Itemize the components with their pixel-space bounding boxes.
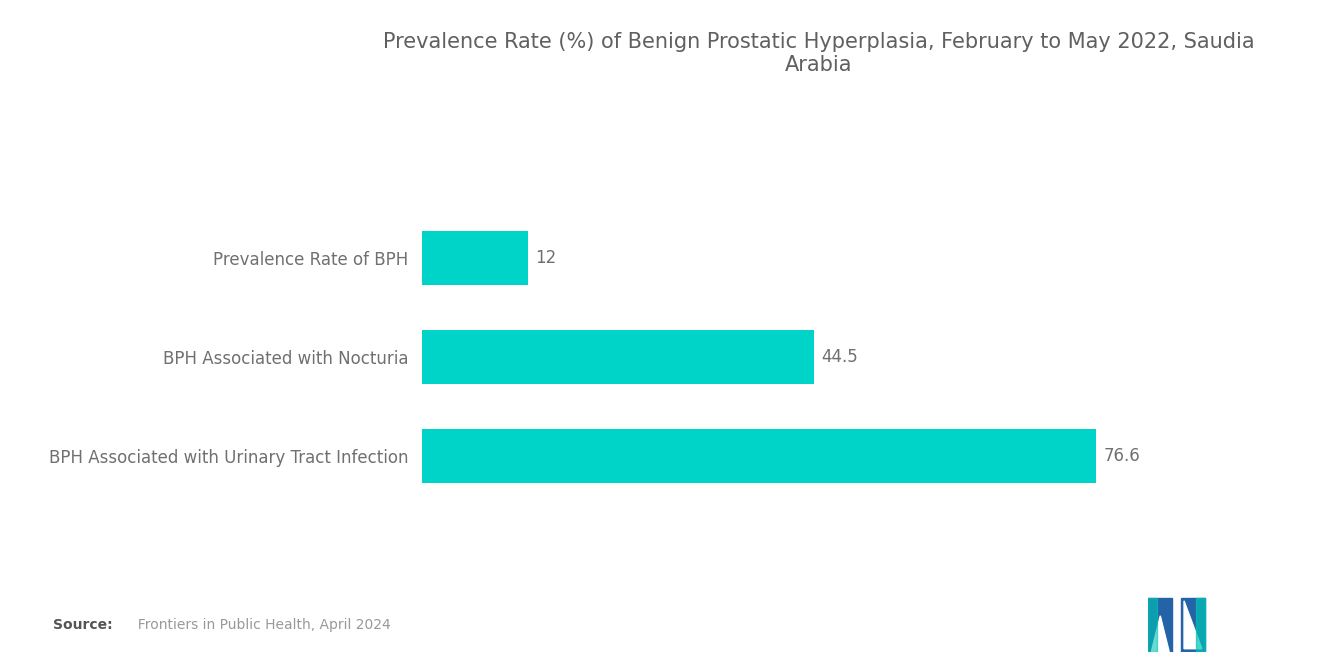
Text: 12: 12 xyxy=(535,249,556,267)
Polygon shape xyxy=(1148,598,1158,652)
Polygon shape xyxy=(1151,616,1170,652)
Text: Frontiers in Public Health, April 2024: Frontiers in Public Health, April 2024 xyxy=(129,618,391,632)
Polygon shape xyxy=(1196,598,1205,652)
Bar xyxy=(422,429,1097,483)
Text: 76.6: 76.6 xyxy=(1104,448,1140,465)
Bar xyxy=(422,231,528,285)
Polygon shape xyxy=(1148,598,1172,652)
Bar xyxy=(422,330,814,384)
Text: Source:: Source: xyxy=(53,618,112,632)
Polygon shape xyxy=(1184,601,1203,649)
Polygon shape xyxy=(1181,598,1205,652)
Title: Prevalence Rate (%) of Benign Prostatic Hyperplasia, February to May 2022, Saudi: Prevalence Rate (%) of Benign Prostatic … xyxy=(383,32,1254,75)
Text: 44.5: 44.5 xyxy=(821,348,858,366)
